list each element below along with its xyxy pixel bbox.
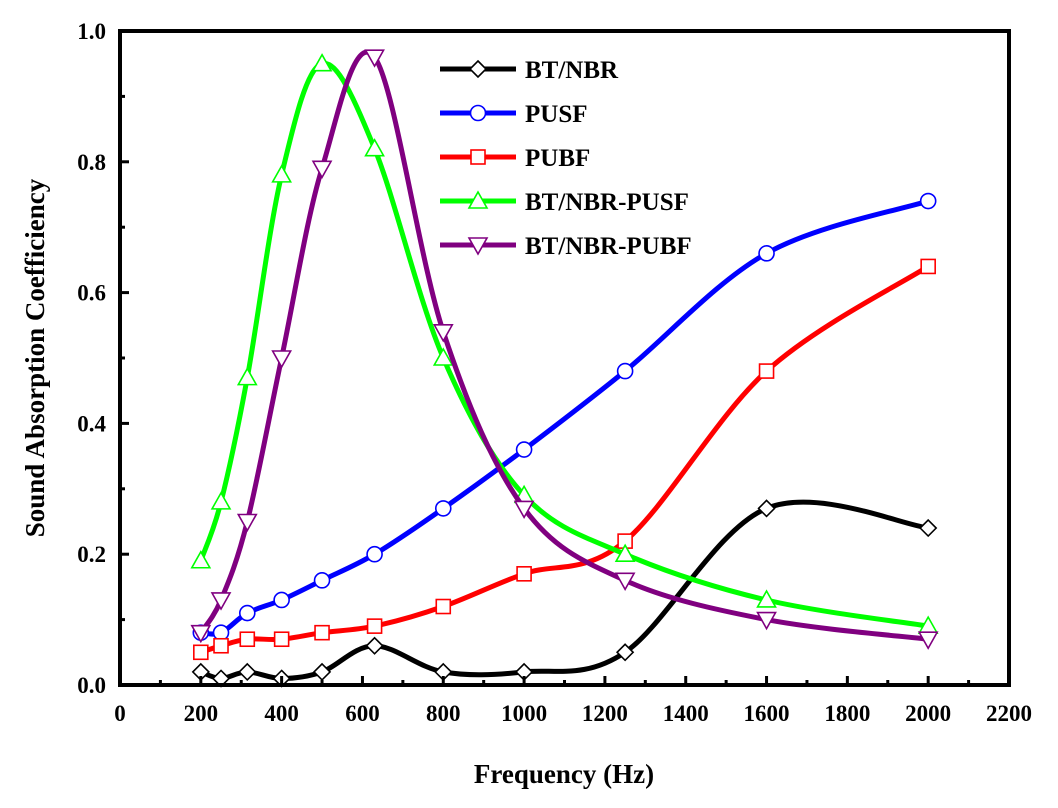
data-point-marker	[469, 104, 487, 122]
data-point-marker	[614, 543, 636, 563]
series-4	[190, 49, 939, 650]
data-point-marker	[919, 192, 937, 210]
x-tick-label: 1600	[744, 701, 790, 726]
data-point-marker	[470, 149, 486, 165]
series-3	[190, 53, 939, 634]
data-point-marker	[515, 441, 533, 458]
y-tick-label: 0.0	[77, 673, 106, 698]
y-axis-title: Sound Absorption Coefficiency	[20, 178, 50, 537]
data-point-marker	[758, 245, 775, 262]
x-tick-label: 400	[264, 701, 299, 726]
legend-label: BT/NBR-PUBF	[525, 233, 692, 260]
y-tick-label: 0.4	[77, 411, 106, 436]
data-point-marker	[239, 631, 256, 648]
data-point-marker	[432, 324, 454, 343]
data-point-marker	[366, 545, 383, 563]
data-point-marker	[312, 662, 332, 682]
legend-label: PUSF	[525, 101, 588, 128]
data-point-marker	[756, 611, 777, 631]
y-tick-label: 0.8	[77, 150, 106, 175]
legend-label: BT/NBR-PUSF	[525, 189, 689, 216]
data-point-marker	[616, 362, 634, 380]
data-point-marker	[920, 258, 936, 275]
data-point-marker	[364, 49, 385, 68]
data-point-marker	[757, 499, 776, 518]
legend-item: BT/NBR-PUBF	[440, 233, 692, 260]
x-tick-label: 1000	[501, 701, 547, 726]
data-point-marker	[273, 591, 290, 609]
data-point-marker	[238, 604, 256, 622]
data-point-marker	[516, 566, 532, 582]
data-point-marker	[273, 631, 290, 648]
data-point-marker	[435, 598, 452, 615]
data-point-marker	[238, 662, 257, 682]
data-point-marker	[236, 513, 258, 533]
x-tick-label: 1800	[824, 701, 870, 726]
x-tick-label: 2200	[986, 701, 1032, 726]
series-line	[198, 263, 931, 655]
legend-item: PUSF	[440, 101, 588, 128]
data-point-marker	[193, 644, 209, 661]
legend-label: PUBF	[525, 145, 590, 172]
plot-frame	[118, 29, 1011, 687]
legend: BT/NBR PUSF PUBF BT/NBR-PUSF BT/NBR-PUBF	[440, 57, 692, 260]
data-point-marker	[467, 237, 489, 256]
y-tick-label: 1.0	[77, 19, 106, 44]
data-point-marker	[190, 550, 212, 569]
data-point-marker	[615, 643, 635, 662]
x-tick-label: 800	[426, 701, 461, 726]
data-point-marker	[271, 350, 293, 369]
legend-item: PUBF	[440, 145, 590, 172]
data-point-marker	[213, 637, 229, 654]
data-point-marker	[432, 347, 454, 366]
data-point-marker	[756, 589, 777, 608]
x-tick-label: 0	[114, 701, 126, 726]
x-tick-label: 600	[345, 701, 380, 726]
data-point-marker	[513, 500, 535, 520]
series-2	[193, 258, 936, 661]
data-point-marker	[314, 624, 330, 641]
x-tick-label: 200	[184, 701, 219, 726]
x-tick-label: 1400	[663, 701, 709, 726]
y-tick-label: 0.6	[77, 281, 106, 306]
x-tick-label: 2000	[905, 701, 951, 726]
legend-label: BT/NBR	[525, 57, 619, 84]
data-point-marker	[212, 624, 230, 641]
data-point-marker	[919, 518, 938, 538]
x-axis-title: Frequency (Hz)	[474, 759, 654, 789]
data-point-marker	[190, 624, 212, 644]
data-point-marker	[210, 491, 232, 510]
y-tick-label: 0.2	[77, 542, 106, 567]
axis-layer: 0 200 400 600 800 1000 1200 1400 1600 1800 2000 220…	[77, 19, 1032, 726]
series-line	[198, 49, 931, 642]
legend-item: BT/NBR	[440, 57, 619, 84]
data-point-marker	[468, 59, 488, 79]
data-point-marker	[236, 366, 258, 386]
data-point-marker	[311, 53, 333, 72]
data-point-marker	[917, 631, 939, 650]
series-1	[192, 192, 937, 641]
data-point-marker	[313, 572, 331, 589]
data-point-marker	[467, 190, 489, 209]
data-point-marker	[271, 164, 293, 183]
data-point-marker	[311, 160, 333, 179]
data-point-marker	[365, 636, 384, 655]
x-tick-label: 1200	[582, 701, 628, 726]
data-point-marker	[434, 500, 452, 517]
legend-item: BT/NBR-PUSF	[440, 189, 689, 216]
data-point-marker	[614, 572, 636, 591]
data-point-marker	[758, 363, 775, 379]
data-point-marker	[364, 138, 385, 157]
data-point-marker	[366, 618, 383, 634]
series-layer	[190, 49, 939, 688]
data-point-marker	[210, 592, 232, 611]
